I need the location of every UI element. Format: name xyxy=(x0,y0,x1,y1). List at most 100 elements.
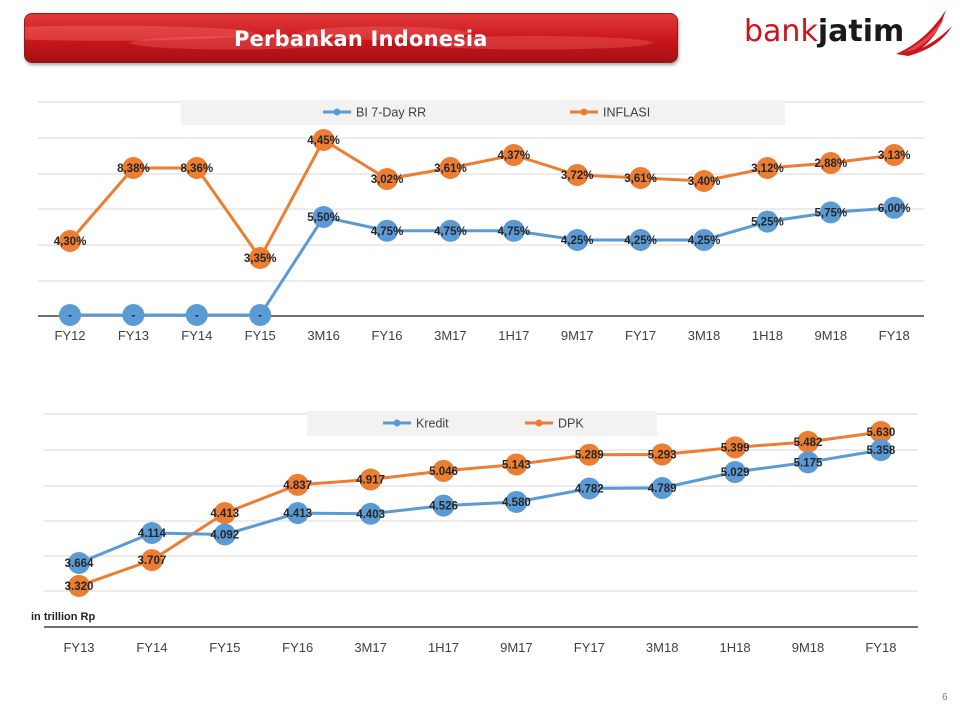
x-tick-label: FY17 xyxy=(625,328,656,343)
data-label: 5.289 xyxy=(575,450,604,462)
data-label: 4.789 xyxy=(648,483,677,495)
wing-icon xyxy=(896,10,952,56)
data-point xyxy=(629,229,652,251)
data-label: 4,30% xyxy=(54,236,87,248)
data-label: 4.782 xyxy=(575,484,604,496)
data-label: 4.092 xyxy=(210,529,239,541)
legend-label: BI 7-Day RR xyxy=(356,106,426,120)
data-point xyxy=(376,219,398,242)
rate-inflation-chart: FY12 FY13 FY14 FY15 3M16 FY16 3M17 1H17 9M17 FY17… xyxy=(38,100,924,343)
data-point xyxy=(693,170,715,192)
data-label: 3,13% xyxy=(878,150,911,162)
data-point xyxy=(185,304,208,326)
data-label: 3.320 xyxy=(65,581,94,593)
x-tick-label: 3M17 xyxy=(354,640,387,655)
data-point xyxy=(213,502,236,525)
data-point xyxy=(122,304,145,326)
logo-jatim-text: jatim xyxy=(817,14,905,49)
data-label: 4,75% xyxy=(371,226,404,238)
data-point xyxy=(883,196,906,219)
data-point xyxy=(883,144,906,166)
data-point xyxy=(651,477,674,500)
data-point xyxy=(432,494,455,517)
x-tick-label: FY15 xyxy=(209,640,240,655)
data-label: 4,37% xyxy=(497,150,530,162)
data-label: 5,75% xyxy=(814,207,847,219)
x-tick-label: 9M17 xyxy=(500,640,533,655)
data-label: 5.293 xyxy=(648,449,677,461)
x-tick-label: FY14 xyxy=(181,328,212,343)
data-label: 6,00% xyxy=(878,203,911,215)
x-tick-label: 9M17 xyxy=(561,328,594,343)
data-point xyxy=(629,167,652,189)
x-tick-label: 3M18 xyxy=(646,640,679,655)
data-point xyxy=(59,304,81,326)
data-point xyxy=(286,473,309,496)
data-point xyxy=(756,210,779,233)
x-tick-label: FY18 xyxy=(879,328,910,343)
data-point xyxy=(578,443,601,466)
data-label: 5.399 xyxy=(721,442,750,454)
series-line xyxy=(78,448,882,565)
data-point xyxy=(797,430,819,453)
data-label: 4.413 xyxy=(210,508,239,520)
legend-background xyxy=(181,100,785,125)
data-point xyxy=(869,421,892,443)
data-label: 4,75% xyxy=(434,226,467,238)
logo-bank-text: bank xyxy=(744,14,818,49)
data-label: 4,75% xyxy=(497,226,530,238)
data-label: 4,25% xyxy=(624,235,657,247)
data-point xyxy=(249,304,272,326)
data-label: - xyxy=(195,310,199,322)
legend-background xyxy=(307,411,657,436)
data-label: 3.707 xyxy=(138,555,167,567)
x-tick-label: FY12 xyxy=(54,328,85,343)
data-label: 8,36% xyxy=(180,163,213,175)
data-label: 5.143 xyxy=(502,459,531,471)
data-point xyxy=(359,468,382,491)
x-tick-label: FY17 xyxy=(574,640,605,655)
page-number: 6 xyxy=(942,692,948,703)
legend-marker xyxy=(535,419,543,427)
x-tick-label: 1H18 xyxy=(752,328,783,343)
data-point xyxy=(439,219,462,242)
x-tick-label: FY16 xyxy=(371,328,402,343)
data-point xyxy=(578,477,601,500)
data-point xyxy=(502,219,525,242)
data-label: 3,72% xyxy=(561,170,594,182)
data-point xyxy=(122,157,145,179)
data-label: 5.630 xyxy=(867,427,896,439)
legend-label: INFLASI xyxy=(603,106,650,120)
x-tick-label: FY13 xyxy=(118,328,149,343)
x-tick-label: 1H18 xyxy=(720,640,751,655)
data-label: 2,88% xyxy=(814,158,847,170)
bankjatim-logo: bankjatim xyxy=(744,6,958,58)
data-label: 5.358 xyxy=(867,445,896,457)
x-tick-label: 1H17 xyxy=(498,328,529,343)
data-label: 5,25% xyxy=(751,217,784,229)
legend-label: DPK xyxy=(558,417,584,431)
data-label: 5,50% xyxy=(307,212,340,224)
data-label: 5.029 xyxy=(721,467,750,479)
data-point xyxy=(249,247,272,269)
data-point xyxy=(68,574,90,597)
data-point xyxy=(797,451,819,474)
data-point xyxy=(869,439,892,462)
data-point xyxy=(312,206,335,228)
x-tick-label: 9M18 xyxy=(792,640,825,655)
legend-marker xyxy=(393,419,401,427)
data-label: 4.413 xyxy=(283,508,312,520)
data-label: 4.403 xyxy=(356,509,385,521)
series-line xyxy=(78,430,882,588)
data-label: 4.837 xyxy=(283,480,312,492)
data-label: 4.917 xyxy=(356,475,385,487)
data-point xyxy=(439,157,462,179)
data-point xyxy=(502,144,525,166)
data-point xyxy=(819,201,842,224)
data-point xyxy=(140,522,163,545)
x-tick-label: FY15 xyxy=(245,328,276,343)
x-tick-label: 3M18 xyxy=(688,328,721,343)
legend-marker xyxy=(333,108,341,116)
data-label: 5.175 xyxy=(794,457,823,469)
